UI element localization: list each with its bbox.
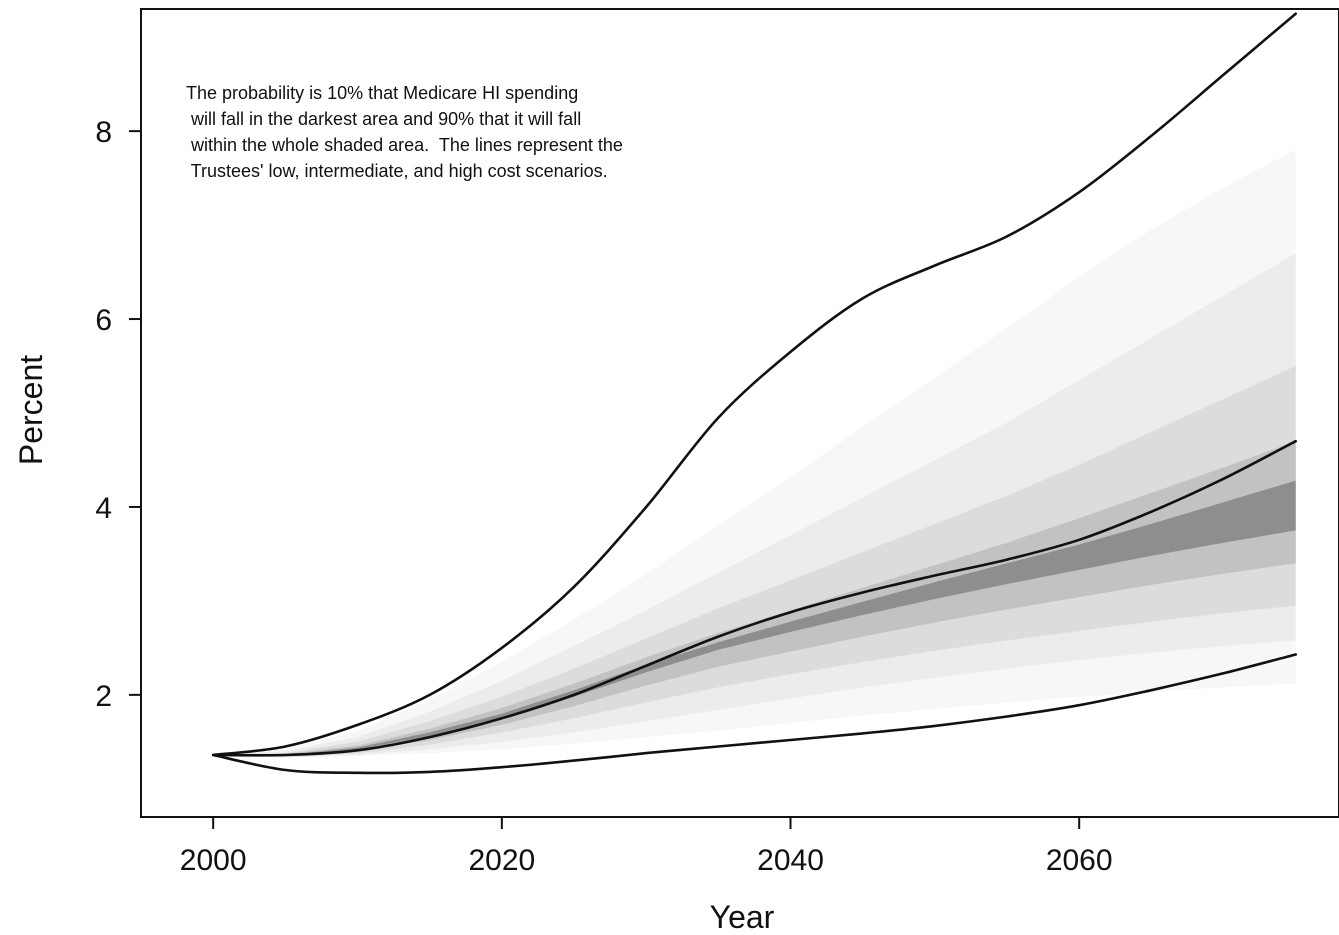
- annotation-line-4: Trustees' low, intermediate, and high co…: [186, 161, 608, 181]
- plot-frame: [140, 8, 1339, 818]
- annotation-line-2: will fall in the darkest area and 90% th…: [186, 109, 581, 129]
- y-tick-label-6: 6: [95, 304, 112, 337]
- y-tick-label-8: 8: [95, 116, 112, 149]
- x-tick-label-2000: 2000: [180, 844, 247, 877]
- y-tick-label-2: 2: [95, 680, 112, 713]
- annotation-line-3: within the whole shaded area. The lines …: [186, 135, 623, 155]
- y-tick-label-4: 4: [95, 492, 112, 525]
- scenario-lines: [211, 12, 1297, 775]
- x-tick-label-2040: 2040: [757, 844, 824, 877]
- scenario-line-high: [211, 12, 1297, 757]
- axes: 2000 2020 2040 2060 2 4 6 8: [95, 116, 1112, 877]
- y-axis-title: Percent: [13, 355, 49, 465]
- probability-fan: [213, 149, 1296, 758]
- scenario-line-intermediate: [211, 439, 1297, 757]
- x-tick-label-2020: 2020: [468, 844, 535, 877]
- x-axis-title: Year: [710, 899, 775, 935]
- annotation-line-1: The probability is 10% that Medicare HI …: [186, 83, 578, 103]
- scenario-line-low: [211, 653, 1297, 775]
- x-tick-label-2060: 2060: [1046, 844, 1113, 877]
